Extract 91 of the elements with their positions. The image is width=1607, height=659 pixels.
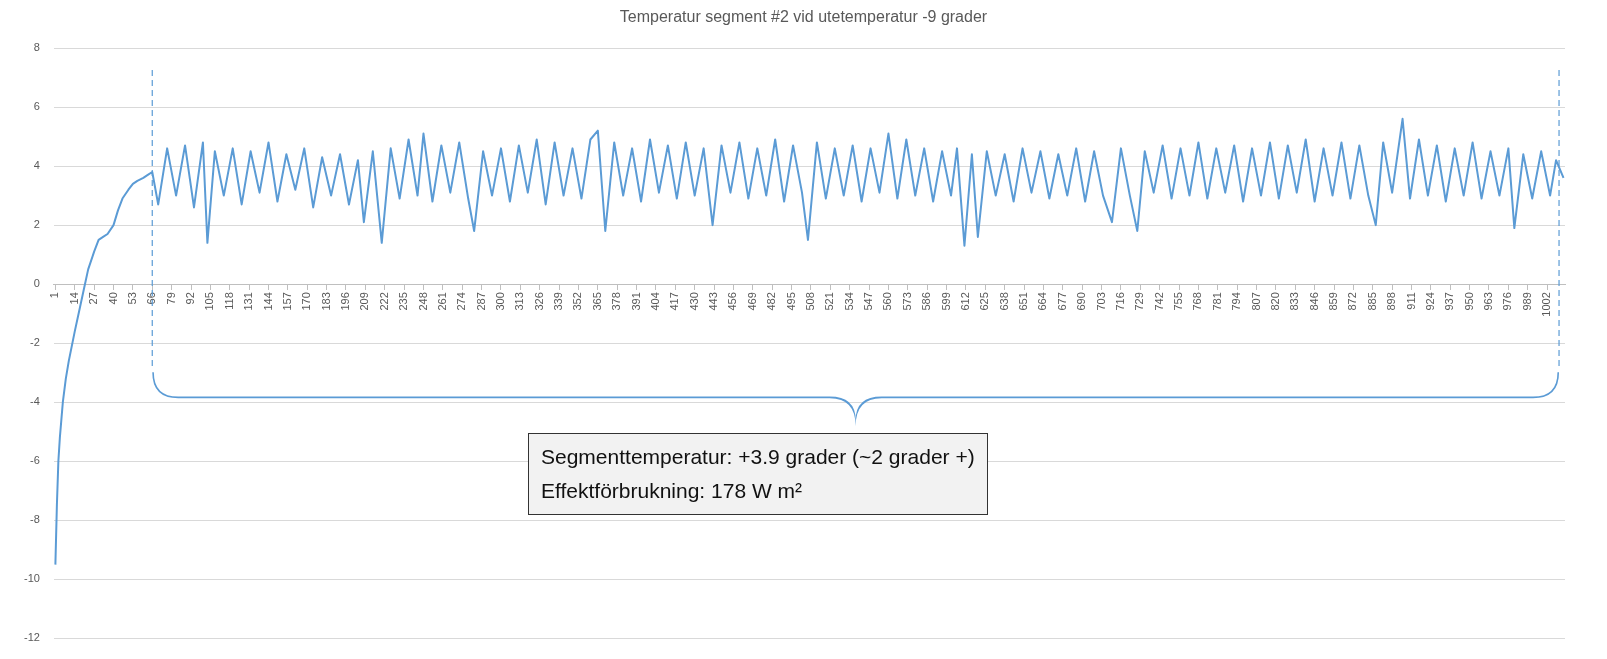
x-tick-label: 1 [48, 292, 61, 299]
x-tick-label: 79 [164, 292, 177, 305]
x-tick-label: 144 [261, 292, 274, 311]
x-tick-label: 742 [1152, 292, 1165, 311]
x-tick-label: 482 [765, 292, 778, 311]
x-tick-label: 729 [1133, 292, 1146, 311]
y-tick-label: -2 [30, 336, 40, 349]
x-tick-label: 937 [1443, 292, 1456, 311]
x-tick-label: 924 [1423, 292, 1436, 311]
x-tick-label: 495 [784, 292, 797, 311]
x-tick-label: 638 [997, 292, 1010, 311]
x-tick-label: 560 [881, 292, 894, 311]
x-tick-label: 352 [571, 292, 584, 311]
x-tick-label: 625 [978, 292, 991, 311]
y-tick-label: 0 [33, 277, 40, 290]
x-tick-label: 443 [707, 292, 720, 311]
y-tick-label: 6 [33, 100, 40, 113]
x-tick-label: 547 [862, 292, 875, 311]
x-tick-label: 183 [319, 292, 332, 311]
x-tick-label: 391 [629, 292, 642, 311]
x-tick-label: 222 [377, 292, 390, 311]
x-tick-label: 768 [1191, 292, 1204, 311]
x-tick-label: 690 [1075, 292, 1088, 311]
x-tick-label: 118 [222, 292, 235, 310]
x-tick-label: 430 [687, 292, 700, 311]
x-tick-label: 92 [184, 292, 197, 305]
x-tick-label: 248 [416, 292, 429, 311]
x-tick-label: 456 [726, 292, 739, 311]
x-tick-label: 976 [1501, 292, 1514, 311]
x-tick-label: 677 [1055, 292, 1068, 311]
y-tick-label: -6 [30, 454, 40, 467]
x-tick-label: 846 [1307, 292, 1320, 311]
x-tick-label: 1002 [1540, 292, 1553, 317]
x-tick-label: 53 [125, 292, 138, 305]
x-tick-label: 157 [280, 292, 293, 311]
x-tick-label: 326 [532, 292, 545, 311]
chart-title: Temperatur segment #2 vid utetemperatur -9 grader [618, 8, 989, 26]
x-tick-label: 300 [494, 292, 506, 311]
x-tick-label: 534 [842, 292, 855, 311]
x-tick-label: 885 [1365, 292, 1378, 311]
y-tick-label: 2 [33, 218, 40, 231]
x-tick-label: 599 [939, 292, 952, 311]
x-tick-label: 872 [1346, 292, 1359, 311]
x-tick-label: 807 [1249, 292, 1262, 311]
x-tick-label: 27 [87, 292, 100, 305]
x-tick-label: 664 [1036, 292, 1049, 311]
x-tick-label: 651 [1017, 292, 1030, 311]
x-tick-label: 417 [668, 292, 681, 311]
x-tick-label: 66 [145, 292, 158, 305]
x-tick-label: 911 [1404, 292, 1417, 310]
x-tick-label: 131 [242, 292, 255, 311]
x-tick-label: 586 [920, 292, 933, 311]
x-tick-label: 261 [435, 292, 448, 311]
x-tick-label: 573 [900, 292, 913, 311]
x-tick-label: 378 [610, 292, 623, 311]
x-tick-label: 794 [1230, 292, 1243, 311]
y-tick-label: -12 [23, 631, 40, 644]
x-tick-label: 14 [67, 292, 80, 305]
y-tick-label: -4 [30, 395, 40, 408]
x-tick-label: 716 [1113, 292, 1126, 311]
x-tick-label: 833 [1288, 292, 1301, 311]
x-tick-label: 781 [1210, 292, 1223, 311]
x-tick-label: 950 [1462, 292, 1475, 311]
x-tick-label: 469 [745, 292, 758, 311]
x-tick-label: 196 [339, 292, 352, 311]
x-tick-label: 508 [803, 292, 816, 311]
x-tick-label: 963 [1482, 292, 1495, 311]
x-tick-label: 820 [1268, 292, 1281, 311]
x-tick-label: 521 [823, 292, 836, 311]
y-tick-label: -10 [23, 572, 40, 585]
x-tick-label: 170 [300, 292, 313, 311]
x-tick-label: 703 [1094, 292, 1107, 311]
x-tick-label: 404 [648, 292, 661, 311]
y-tick-label: -8 [30, 513, 40, 526]
x-tick-label: 755 [1172, 292, 1185, 311]
x-tick-label: 365 [590, 292, 603, 311]
x-tick-label: 612 [958, 292, 971, 311]
y-tick-label: 8 [33, 41, 40, 54]
x-tick-label: 339 [552, 292, 565, 311]
x-tick-label: 898 [1385, 292, 1398, 311]
x-tick-label: 40 [106, 292, 119, 305]
x-tick-label: 313 [513, 292, 526, 311]
y-tick-label: 4 [33, 159, 40, 172]
x-tick-label: 287 [474, 292, 487, 311]
x-tick-label: 235 [397, 292, 410, 311]
x-tick-label: 274 [455, 292, 468, 311]
x-tick-label: 105 [203, 292, 216, 311]
x-tick-label: 989 [1520, 292, 1533, 311]
annotation: Segmenttemperatur: +3.9 grader (~2 grader +) Effektförbrukning: 178 W m² [528, 433, 988, 515]
x-tick-label: 859 [1327, 292, 1340, 311]
x-tick-label: 209 [358, 292, 371, 311]
